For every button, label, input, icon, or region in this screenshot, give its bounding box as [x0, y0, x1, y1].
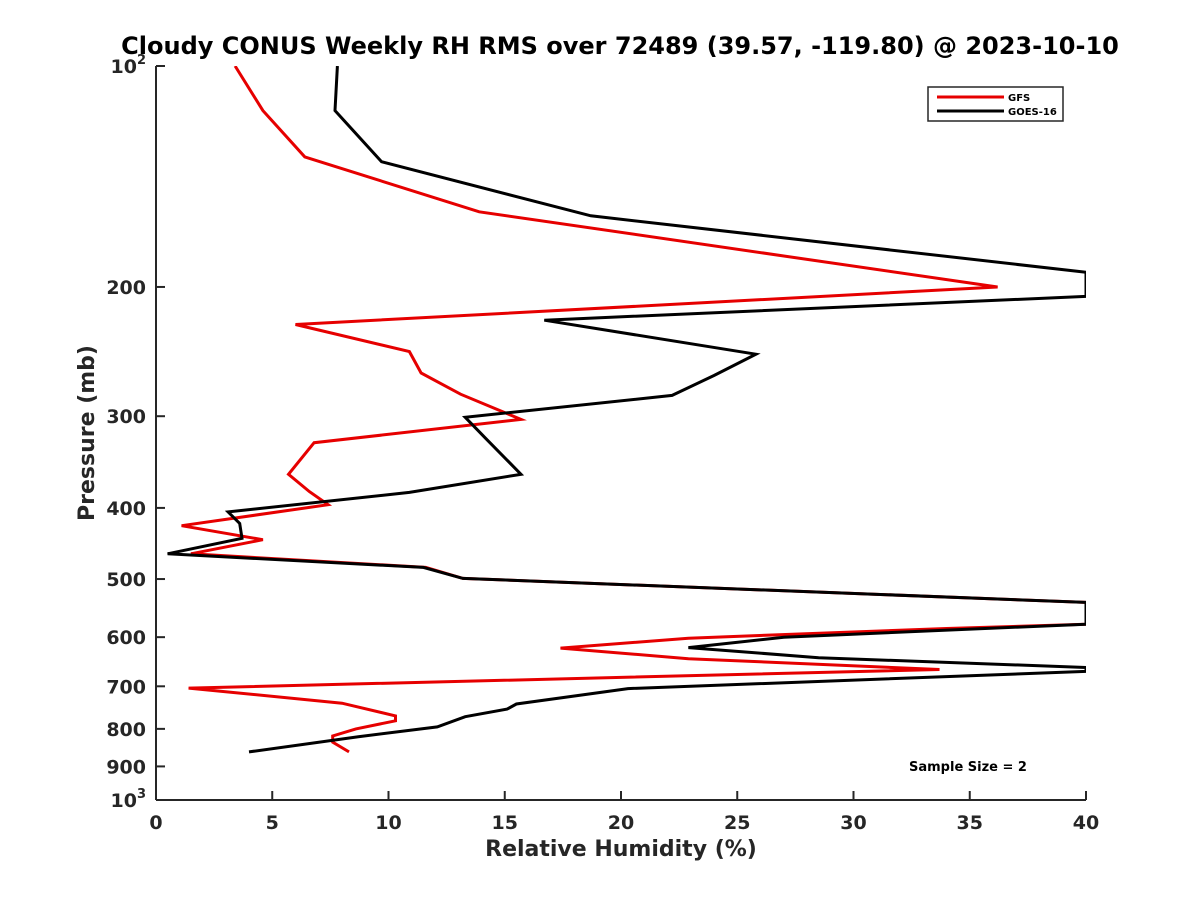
y-tick-label: 102	[111, 53, 147, 78]
y-tick-label: 103	[111, 787, 147, 812]
y-tick-label: 300	[106, 406, 146, 428]
y-tick-label: 400	[106, 498, 146, 520]
x-tick-label: 20	[608, 812, 634, 834]
legend-box	[927, 86, 1064, 122]
x-axis-label: Relative Humidity (%)	[485, 837, 757, 862]
x-tick-label: 40	[1073, 812, 1099, 834]
x-tick-label: 15	[492, 812, 518, 834]
legend-label: GOES-16	[1008, 107, 1057, 118]
y-tick-label: 200	[106, 277, 146, 299]
y-tick-label: 700	[106, 676, 146, 698]
legend: GFS GOES-16	[927, 86, 1064, 122]
x-tick-label: 35	[957, 812, 983, 834]
x-tick-label: 5	[266, 812, 279, 834]
y-tick-label: 500	[106, 569, 146, 591]
plot-area: 0 5 10 15 20 25 30 35 40 102 200 300 400 500 600 700 800…	[106, 53, 1099, 834]
series-line-gfs	[181, 66, 1086, 754]
y-tick-label: 900	[106, 756, 146, 778]
sample-size-annotation: Sample Size = 2	[909, 760, 1027, 775]
y-tick-label: 800	[106, 719, 146, 741]
x-tick-label: 10	[375, 812, 401, 834]
x-tick-label: 0	[149, 812, 162, 834]
y-tick-label: 600	[106, 627, 146, 649]
y-axis-label: Pressure (mb)	[75, 345, 100, 521]
chart-title: Cloudy CONUS Weekly RH RMS over 72489 (3…	[121, 32, 1119, 60]
x-tick-label: 30	[840, 812, 866, 834]
series-line-goes-16	[167, 66, 1086, 754]
legend-label: GFS	[1008, 93, 1030, 104]
x-tick-label: 25	[724, 812, 750, 834]
